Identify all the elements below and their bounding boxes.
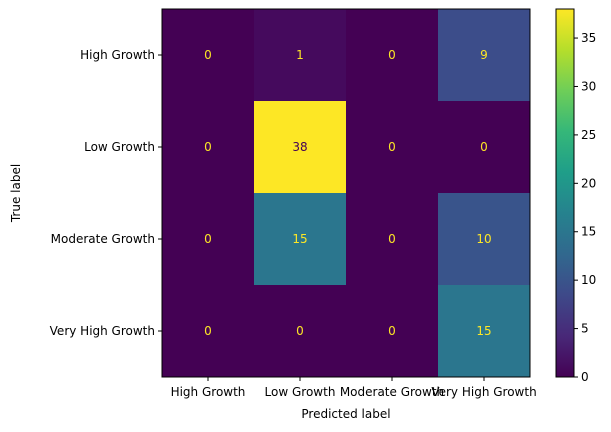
colorbar-tick-label: 25: [581, 128, 596, 142]
cell-value-label: 0: [296, 324, 304, 338]
y-tick-label: Very High Growth: [50, 324, 155, 338]
cell-value-label: 15: [292, 232, 307, 246]
heatmap-cell: [162, 101, 255, 194]
colorbar: [555, 8, 575, 378]
cell-value-label: 0: [204, 324, 212, 338]
heatmap-cells: [162, 9, 531, 378]
heatmap-cell: [254, 193, 347, 286]
y-axis-ticks: High Growth Low Growth Moderate Growth Very…: [50, 48, 162, 338]
x-tick-label: Low Growth: [265, 385, 336, 399]
heatmap-cell: [346, 193, 439, 286]
y-tick-label: Moderate Growth: [51, 232, 155, 246]
x-tick-label: Very High Growth: [431, 385, 536, 399]
plot-frame: [161, 8, 531, 378]
heatmap-cell: [254, 9, 347, 102]
colorbar-tick-label: 35: [581, 31, 596, 45]
x-axis-label: Predicted label: [301, 407, 390, 421]
cell-value-label: 0: [480, 140, 488, 154]
heatmap-cell: [254, 285, 347, 378]
cell-value-label: 38: [292, 140, 307, 154]
colorbar-ticks: 0 5 10 15 20 25 30 35: [574, 31, 596, 384]
cell-value-label: 0: [388, 48, 396, 62]
colorbar-tick-label: 10: [581, 273, 596, 287]
heatmap-cell: [346, 9, 439, 102]
colorbar-tick-label: 20: [581, 176, 596, 190]
heatmap-cell: [254, 101, 347, 194]
colorbar-tick-label: 0: [581, 370, 589, 384]
cell-value-label: 10: [476, 232, 491, 246]
cell-value-label: 1: [296, 48, 304, 62]
heatmap-cell: [438, 285, 531, 378]
y-tick-label: High Growth: [80, 48, 155, 62]
heatmap-cell: [438, 101, 531, 194]
heatmap-cell: [162, 285, 255, 378]
cell-value-label: 0: [204, 48, 212, 62]
cell-value-label: 0: [204, 232, 212, 246]
colorbar-tick-label: 30: [581, 79, 596, 93]
x-axis-ticks: High Growth Low Growth Moderate GrowthVery…: [171, 377, 537, 399]
heatmap-cell: [438, 193, 531, 286]
heatmap-cell: [162, 193, 255, 286]
cell-value-label: 0: [204, 140, 212, 154]
y-axis-label: True label: [9, 164, 23, 223]
x-tick-label: Moderate Growth: [340, 385, 444, 399]
heatmap-cell-labels: 0 1 0 90 38 0 00 15 0 100 0 0 15: [204, 48, 491, 338]
cell-value-label: 9: [480, 48, 488, 62]
x-tick-label: High Growth: [171, 385, 246, 399]
heatmap-cell: [438, 9, 531, 102]
colorbar-tick-label: 5: [581, 322, 589, 336]
cell-value-label: 0: [388, 324, 396, 338]
heatmap-cell: [346, 101, 439, 194]
cell-value-label: 0: [388, 140, 396, 154]
heatmap-cell: [162, 9, 255, 102]
y-tick-label: Low Growth: [84, 140, 155, 154]
cell-value-label: 0: [388, 232, 396, 246]
cell-value-label: 15: [476, 324, 491, 338]
heatmap-cell: [346, 285, 439, 378]
colorbar-tick-label: 15: [581, 225, 596, 239]
